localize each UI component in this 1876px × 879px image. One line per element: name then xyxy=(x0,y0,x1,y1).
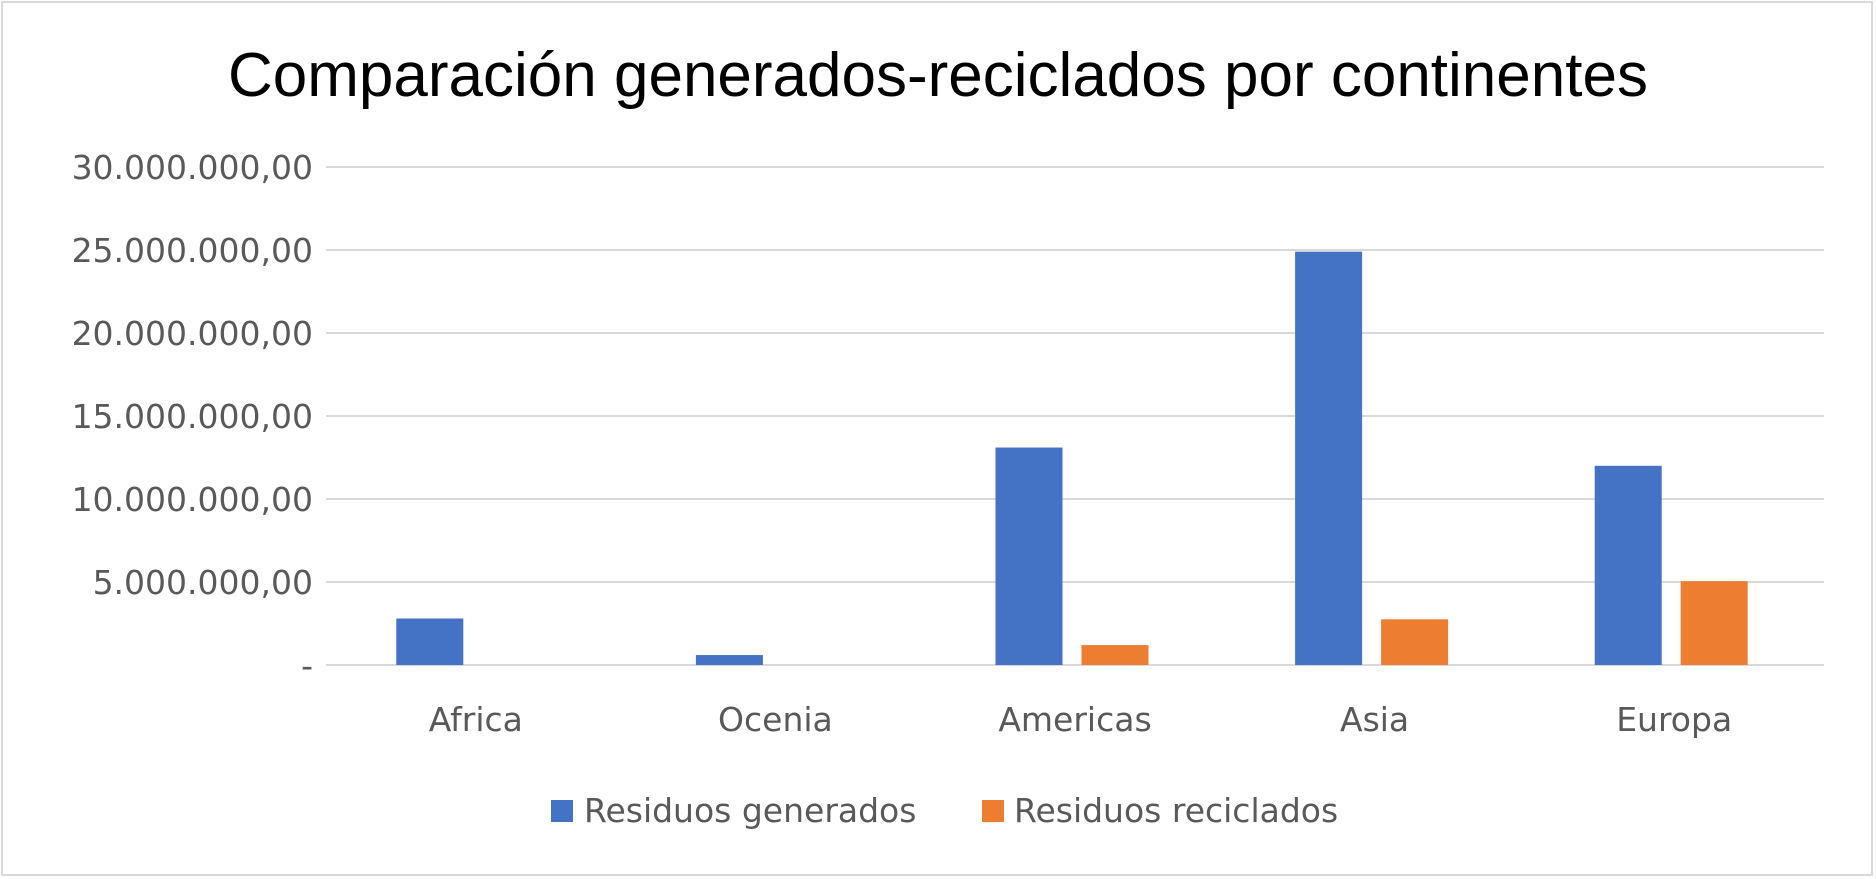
x-category-label: Ocenia xyxy=(718,700,833,739)
x-axis-categories: Africa Ocenia Americas Asia Europa xyxy=(429,700,1732,739)
bar-generados-europa xyxy=(1594,465,1662,665)
x-category-label: Americas xyxy=(998,700,1151,739)
bar-generados-americas xyxy=(995,447,1063,665)
legend: Residuos generados Residuos reciclados xyxy=(551,791,1338,830)
y-tick-label: 25.000.000,00 xyxy=(72,231,313,270)
bar-reciclados-asia xyxy=(1381,619,1449,665)
y-tick-label: 30.000.000,00 xyxy=(72,148,313,187)
y-tick-label: 20.000.000,00 xyxy=(72,314,313,353)
bar-reciclados-europa xyxy=(1680,581,1748,665)
y-axis-ticks: - 5.000.000,00 10.000.000,00 15.000.000,00 2… xyxy=(72,148,313,685)
y-tick-label: 10.000.000,00 xyxy=(72,480,313,519)
bars xyxy=(396,251,1748,665)
legend-label: Residuos reciclados xyxy=(1014,791,1338,830)
x-category-label: Asia xyxy=(1340,700,1409,739)
x-category-label: Europa xyxy=(1616,700,1732,739)
x-category-label: Africa xyxy=(429,700,523,739)
y-tick-label: 5.000.000,00 xyxy=(93,563,313,602)
bar-generados-asia xyxy=(1295,251,1363,665)
gridlines xyxy=(326,166,1824,666)
legend-swatch xyxy=(982,800,1004,822)
legend-label: Residuos generados xyxy=(584,791,916,830)
chart-title: Comparación generados-reciclados por con… xyxy=(228,41,1648,110)
bar-generados-ocenia xyxy=(695,655,763,665)
y-tick-label: - xyxy=(301,646,313,685)
y-tick-label: 15.000.000,00 xyxy=(72,397,313,436)
bar-reciclados-americas xyxy=(1081,645,1149,665)
bar-generados-africa xyxy=(396,618,464,665)
legend-swatch xyxy=(551,800,573,822)
